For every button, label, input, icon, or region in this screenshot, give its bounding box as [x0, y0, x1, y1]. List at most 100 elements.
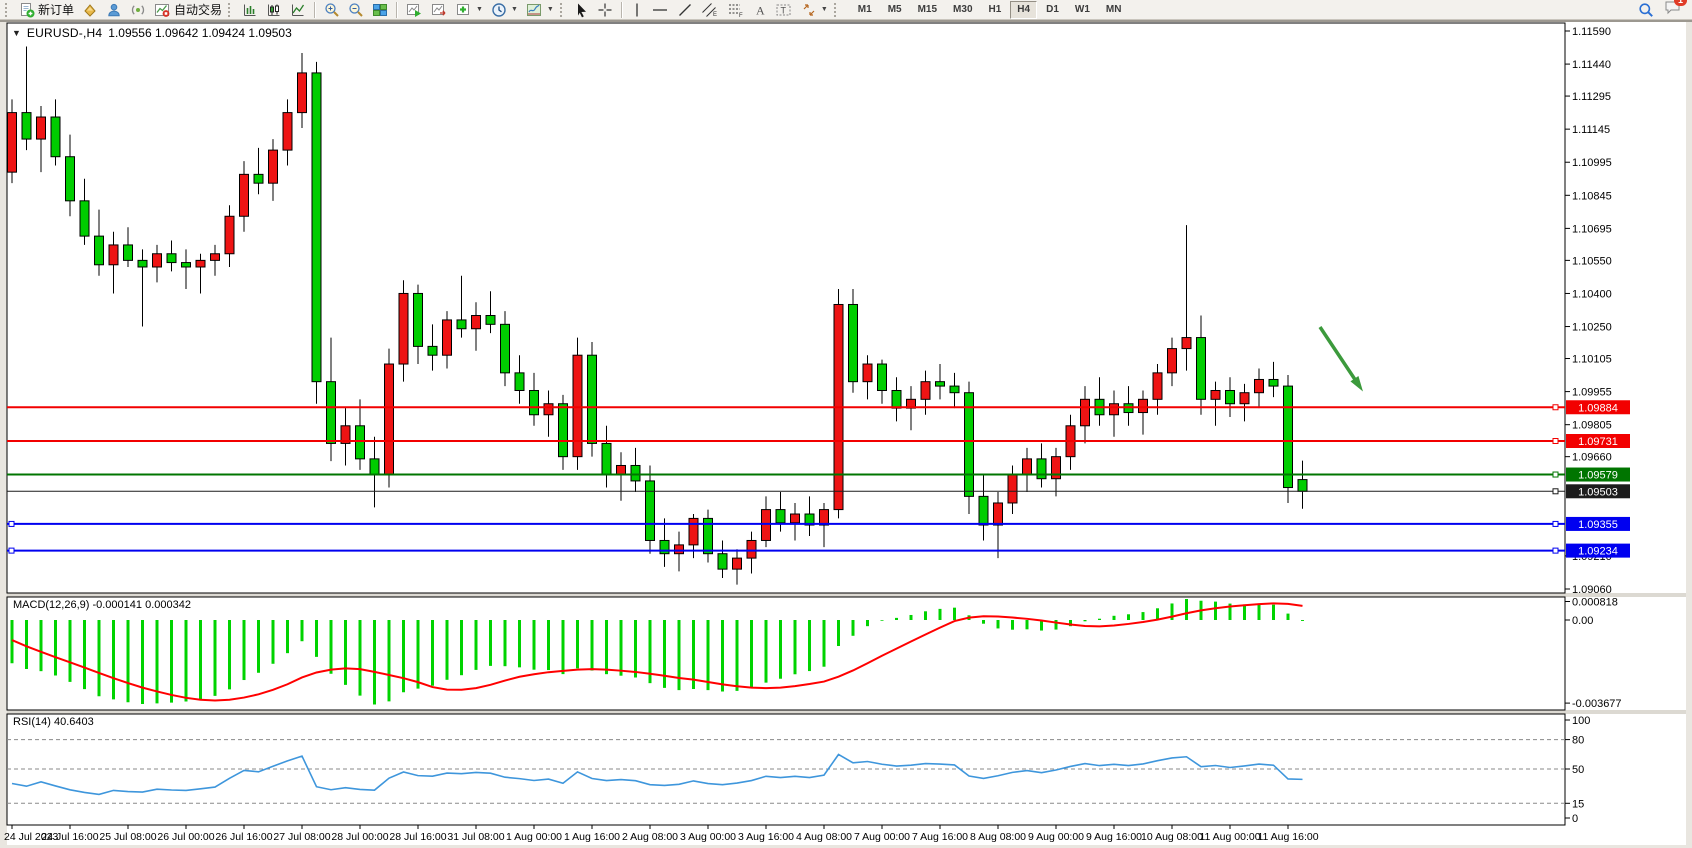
- line-handle[interactable]: [8, 520, 15, 527]
- line-handle[interactable]: [1552, 471, 1559, 478]
- profile-button[interactable]: [79, 1, 101, 19]
- price-tick-label: 1.09060: [1572, 584, 1612, 596]
- candle: [224, 215, 235, 255]
- fibonacci-button[interactable]: F: [724, 1, 748, 19]
- zoom-in-button[interactable]: [321, 1, 343, 19]
- toolbar-separator: [396, 1, 399, 18]
- toolbar-grip[interactable]: [559, 2, 566, 17]
- bar-chart-button[interactable]: [239, 1, 261, 19]
- candle: [1036, 458, 1047, 480]
- tile-windows-button[interactable]: [369, 1, 391, 19]
- candle: [790, 513, 800, 524]
- candle: [1022, 458, 1032, 475]
- candle: [282, 112, 293, 151]
- price-tag: [1566, 434, 1630, 449]
- candle: [413, 292, 423, 347]
- candle: [703, 517, 713, 555]
- price-tick-label: 1.11295: [1572, 91, 1611, 103]
- timeframe-button-m30[interactable]: M30: [953, 3, 973, 15]
- fibonacci-icon: F: [728, 4, 743, 18]
- zoom-out-button[interactable]: [345, 1, 367, 19]
- price-tick-label: 1.09955: [1572, 387, 1612, 399]
- timeframe-button-h1[interactable]: H1: [988, 3, 1002, 15]
- candle: [427, 345, 438, 356]
- line-handle[interactable]: [1552, 488, 1559, 495]
- candle: [65, 156, 75, 202]
- candle: [123, 244, 133, 261]
- line-handle[interactable]: [1552, 404, 1559, 411]
- time-tick-label: 26 Jul 16:00: [215, 831, 272, 843]
- time-tick-label: 25 Jul 08:00: [99, 831, 156, 843]
- line-handle[interactable]: [1552, 547, 1559, 554]
- candlestick-chart-button[interactable]: [263, 1, 285, 19]
- timeframe-button-h4[interactable]: H4: [1010, 0, 1038, 19]
- new-order-button[interactable]: 新订单: [16, 1, 77, 19]
- price-tag: [1566, 516, 1630, 531]
- toolbar-grip[interactable]: [228, 2, 234, 17]
- candle: [79, 200, 90, 237]
- candle: [340, 425, 351, 444]
- timeframe-button-w1[interactable]: W1: [1074, 3, 1090, 15]
- macd-panel[interactable]: [6, 596, 1566, 711]
- price-tick-label: 1.11440: [1572, 59, 1611, 71]
- toolbar-grip[interactable]: [833, 2, 840, 17]
- trend-arrow[interactable]: [1318, 326, 1360, 385]
- bar-chart-icon: [244, 4, 256, 16]
- periods-button[interactable]: ▼: [488, 1, 521, 19]
- line-handle[interactable]: [1552, 520, 1559, 527]
- candlestick-chart-icon: [268, 4, 280, 16]
- panel-splitter[interactable]: [7, 593, 1686, 597]
- templates-icon: [526, 3, 541, 16]
- signals-button[interactable]: [127, 1, 149, 19]
- candle: [877, 363, 887, 391]
- macd-tick-label: -0.003677: [1572, 698, 1622, 710]
- line-handle[interactable]: [8, 547, 15, 554]
- candle: [862, 363, 873, 383]
- text-label-button[interactable]: T: [772, 1, 796, 19]
- search-button[interactable]: [1635, 1, 1657, 19]
- templates-button[interactable]: ▼: [523, 1, 557, 19]
- rsi-tick-label: 0: [1572, 813, 1578, 825]
- timeframe-button-m1[interactable]: M1: [857, 3, 872, 15]
- candle: [978, 495, 989, 526]
- timeframe-button-m5[interactable]: M5: [887, 3, 902, 15]
- rsi-tick-label: 100: [1572, 715, 1590, 727]
- candle: [630, 464, 641, 482]
- svg-text:T: T: [780, 5, 786, 15]
- equidistant-channel-button[interactable]: E: [698, 1, 722, 19]
- candle: [500, 323, 510, 374]
- panel-splitter[interactable]: [7, 710, 1686, 714]
- line-chart-button[interactable]: [287, 1, 309, 19]
- autotrade-button[interactable]: 自动交易: [151, 1, 225, 19]
- cursor-button[interactable]: [571, 1, 592, 19]
- arrows-icon: [803, 3, 815, 16]
- window-right-margin: [1686, 22, 1692, 848]
- chat-button[interactable]: 1: [1664, 0, 1687, 20]
- auto-shift-button[interactable]: [428, 1, 451, 19]
- vertical-line-button[interactable]: [628, 1, 646, 19]
- text-button[interactable]: A: [750, 1, 770, 19]
- toolbar-grip[interactable]: [5, 2, 11, 17]
- price-tag-label: 1.09579: [1578, 470, 1618, 482]
- add-indicator-button[interactable]: ▼: [453, 1, 486, 19]
- timeframe-group: M1 M5 M15 M30 H1 H4 D1 W1 MN: [850, 0, 1130, 19]
- trendline-button[interactable]: [674, 1, 696, 19]
- timeframe-button-m15[interactable]: M15: [917, 3, 938, 15]
- one-click-trading-toggle[interactable]: ▼: [12, 28, 21, 38]
- arrows-button[interactable]: ▼: [798, 1, 831, 19]
- chevron-down-icon: ▼: [510, 6, 518, 13]
- candle: [1138, 398, 1148, 414]
- candle: [94, 235, 104, 266]
- text-label-icon: T: [776, 4, 791, 15]
- price-chart-panel[interactable]: [6, 22, 1566, 594]
- candle: [50, 116, 61, 158]
- strategy-chart-button[interactable]: [403, 1, 426, 19]
- timeframe-button-d1[interactable]: D1: [1046, 3, 1059, 15]
- timeframe-button-mn[interactable]: MN: [1105, 3, 1122, 15]
- crosshair-button[interactable]: [594, 1, 616, 19]
- line-handle[interactable]: [1552, 438, 1559, 445]
- community-button[interactable]: [103, 1, 125, 19]
- horizontal-line-button[interactable]: [648, 1, 672, 19]
- candle: [920, 381, 931, 400]
